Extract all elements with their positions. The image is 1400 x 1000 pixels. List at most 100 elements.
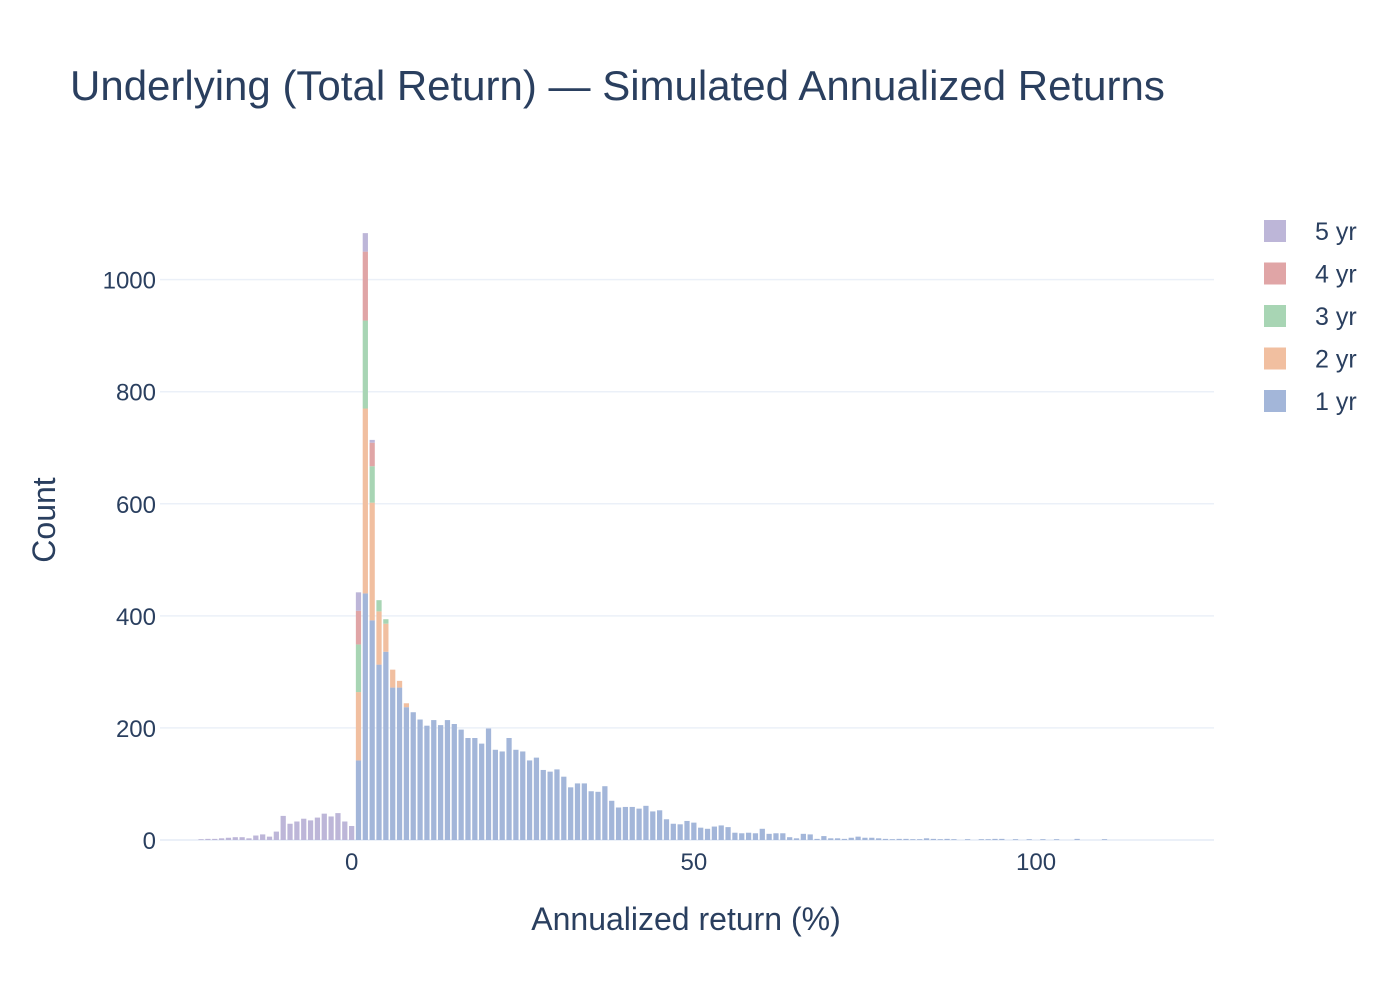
bar-1-yr (684, 820, 690, 840)
bar-1-yr (937, 839, 943, 840)
legend-swatch (1264, 220, 1286, 242)
bar-1-yr (1012, 839, 1019, 840)
bar-1-yr (773, 833, 779, 840)
bar-1-yr (869, 837, 875, 840)
bar-1-yr (595, 791, 601, 840)
bar-1-yr (882, 838, 889, 840)
bar-1-yr (910, 839, 916, 840)
bar-4-yr (369, 442, 375, 467)
bar-3-yr (369, 466, 375, 503)
bar-1-yr (800, 833, 806, 840)
bar-1-yr (396, 687, 403, 840)
legend-item-3-yr[interactable]: 3 yr (1264, 303, 1357, 331)
bar-1-yr (506, 738, 512, 840)
bar-1-yr (978, 839, 984, 840)
bar-1-yr (834, 838, 841, 840)
bar-1-yr (403, 707, 410, 840)
legend-item-1-yr[interactable]: 1 yr (1264, 388, 1357, 416)
bar-1-yr (568, 787, 574, 840)
bar-1-yr (362, 593, 368, 840)
y-axis-title: Count (26, 477, 62, 563)
bar-2-yr (355, 692, 362, 761)
bar-1-yr (739, 833, 745, 840)
bar-5-yr (246, 838, 252, 840)
bar-3-yr (362, 320, 368, 409)
bar-1-yr (588, 791, 594, 840)
bar-1-yr (410, 712, 416, 840)
bar-1-yr (1053, 839, 1060, 840)
bar-1-yr (814, 838, 820, 840)
bar-1-yr (759, 828, 765, 840)
bar-1-yr (622, 806, 629, 840)
bar-1-yr (390, 687, 396, 840)
legend-item-5-yr[interactable]: 5 yr (1264, 218, 1357, 246)
bar-5-yr (260, 834, 266, 840)
bar-1-yr (862, 837, 868, 840)
bar-1-yr (917, 839, 923, 840)
bars (198, 233, 1108, 840)
bar-2-yr (369, 502, 375, 621)
bar-1-yr (1074, 838, 1080, 840)
bar-5-yr (273, 831, 279, 840)
legend-item-2-yr[interactable]: 2 yr (1264, 346, 1357, 374)
bar-1-yr (499, 751, 505, 840)
bar-2-yr (390, 669, 396, 688)
y-tick-label: 0 (143, 828, 156, 855)
bar-2-yr (403, 703, 410, 708)
x-tick-label: 0 (345, 849, 358, 876)
bar-1-yr (636, 808, 642, 840)
legend[interactable]: 5 yr 4 yr 3 yr 2 yr 1 yr (1264, 218, 1357, 416)
bar-1-yr (492, 749, 498, 840)
bar-5-yr (342, 821, 348, 840)
legend-swatch (1264, 262, 1286, 285)
bar-5-yr (239, 837, 245, 840)
bar-1-yr (609, 800, 615, 840)
bar-1-yr (745, 832, 752, 840)
y-tick-label: 600 (116, 492, 156, 519)
bar-1-yr (930, 838, 937, 840)
bar-1-yr (718, 825, 724, 840)
bar-5-yr (225, 837, 232, 840)
bar-1-yr (704, 828, 711, 840)
x-tick-labels: 0 50 100 (345, 849, 1056, 876)
bar-1-yr (526, 760, 533, 840)
bar-1-yr (1026, 839, 1032, 840)
legend-label: 5 yr (1315, 218, 1357, 246)
bar-1-yr (547, 771, 553, 840)
x-tick-label: 50 (680, 849, 707, 876)
bar-5-yr (314, 817, 321, 840)
bar-1-yr (752, 833, 759, 840)
bar-1-yr (615, 807, 622, 840)
bar-5-yr (362, 233, 368, 252)
legend-label: 3 yr (1315, 303, 1357, 331)
bar-1-yr (417, 719, 423, 840)
y-tick-label: 800 (116, 380, 156, 407)
bar-5-yr (253, 835, 259, 840)
legend-label: 2 yr (1315, 346, 1357, 374)
legend-swatch (1264, 390, 1286, 412)
bar-5-yr (355, 592, 362, 611)
bar-5-yr (301, 818, 307, 840)
bar-1-yr (437, 725, 444, 840)
legend-swatch (1264, 305, 1286, 327)
bar-5-yr (369, 439, 375, 443)
bar-3-yr (376, 600, 382, 612)
bar-1-yr (711, 826, 717, 840)
bar-1-yr (999, 838, 1005, 840)
bar-1-yr (896, 838, 902, 840)
bar-1-yr (985, 839, 991, 840)
legend-item-4-yr[interactable]: 4 yr (1264, 261, 1357, 289)
bar-2-yr (383, 623, 389, 652)
bar-1-yr (602, 786, 608, 840)
bar-1-yr (451, 724, 457, 840)
bar-1-yr (561, 776, 567, 840)
bar-1-yr (780, 833, 786, 840)
bar-1-yr (732, 832, 738, 840)
bar-1-yr (691, 822, 697, 840)
bar-5-yr (198, 839, 204, 840)
bar-1-yr (787, 837, 793, 840)
bar-2-yr (396, 680, 403, 688)
y-tick-label: 400 (116, 604, 156, 631)
bar-1-yr (766, 833, 772, 840)
bar-5-yr (212, 838, 218, 840)
